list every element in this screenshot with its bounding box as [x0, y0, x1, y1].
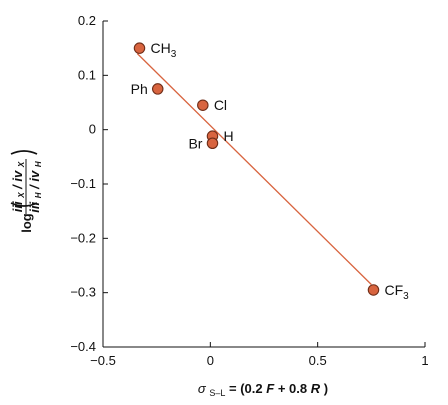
- data-points: [133, 42, 380, 296]
- data-point-ch3: [133, 42, 146, 54]
- y-tick-label: −0.1: [70, 176, 96, 191]
- y-axis-denominator-slash: /: [27, 184, 42, 190]
- x-axis-label-f: F: [266, 381, 275, 396]
- x-tick-label: 0.5: [309, 353, 327, 368]
- data-label-cl: Cl: [214, 97, 227, 113]
- x-tick-label: 0: [207, 353, 214, 368]
- data-label-subscript: 3: [171, 49, 177, 60]
- y-axis-right-parenthesis: [10, 150, 38, 155]
- data-label-cf3: CF3: [384, 282, 409, 302]
- data-label-main: H: [223, 128, 233, 144]
- y-axis-left-parenthesis: [10, 202, 38, 207]
- axes: [102, 21, 425, 348]
- x-axis-label-r: R: [311, 381, 321, 396]
- y-tick-label: −0.3: [70, 285, 96, 300]
- data-label-main: Ph: [131, 81, 148, 97]
- x-axis-label: σ S–L = (0.2 F + 0.8 R ): [198, 381, 328, 399]
- data-label-ch3: CH3: [150, 40, 176, 60]
- fit-line-group: [136, 53, 372, 285]
- data-point-br: [206, 137, 219, 150]
- y-axis-numerator-iii: iii: [10, 201, 25, 212]
- x-axis-label-equals: = (0.2: [229, 381, 263, 396]
- axis-ticks: −0.5 0 0.5 1 −0.4 −0.3 −0.2 −0.1 0 0.1 0.2: [70, 13, 428, 368]
- y-tick-label: −0.4: [70, 339, 96, 354]
- y-axis-numerator-iv-subscript: X: [17, 161, 26, 168]
- y-axis-numerator-iv: iv: [10, 170, 25, 182]
- y-tick-label: 0.2: [78, 13, 96, 28]
- data-label-br: Br: [188, 135, 202, 151]
- x-axis-label-close: ): [324, 381, 328, 396]
- x-tick-label: 1: [421, 353, 428, 368]
- data-label-main: Cl: [214, 97, 227, 113]
- x-axis-label-subscript: S–L: [209, 388, 225, 398]
- y-axis-label: log iii X / iv X iii H / iv H: [10, 150, 44, 233]
- data-point-cf3: [367, 284, 380, 296]
- data-label-subscript: 3: [403, 291, 409, 302]
- x-tick-label: −0.5: [90, 353, 116, 368]
- y-axis-denominator-iv: iv: [27, 170, 42, 182]
- y-axis-numerator-iii-subscript: X: [17, 192, 26, 199]
- y-tick-label: −0.2: [70, 230, 96, 245]
- y-tick-label: 0: [89, 122, 96, 137]
- y-axis-label-log: log: [19, 213, 34, 233]
- data-label-main: CH: [150, 40, 170, 56]
- y-axis-denominator-iii-subscript: H: [34, 192, 43, 198]
- fit-line: [136, 53, 372, 285]
- y-axis-numerator: iii X / iv X: [10, 161, 27, 212]
- x-axis-label-plus: + 0.8: [278, 381, 307, 396]
- data-label-main: CF: [384, 282, 403, 298]
- x-axis-label-sigma: σ: [198, 381, 207, 396]
- y-axis-denominator: iii H / iv H: [27, 161, 44, 213]
- data-label-main: Br: [188, 135, 202, 151]
- data-label-h: H: [223, 128, 233, 144]
- y-axis-numerator-slash: /: [10, 184, 25, 190]
- data-point-cl: [197, 99, 209, 111]
- data-label-ph: Ph: [131, 81, 148, 97]
- y-axis-denominator-iv-subscript: H: [34, 161, 43, 167]
- y-tick-label: 0.1: [78, 67, 96, 82]
- y-axis-denominator-iii: iii: [27, 201, 42, 212]
- data-point-ph: [151, 83, 164, 95]
